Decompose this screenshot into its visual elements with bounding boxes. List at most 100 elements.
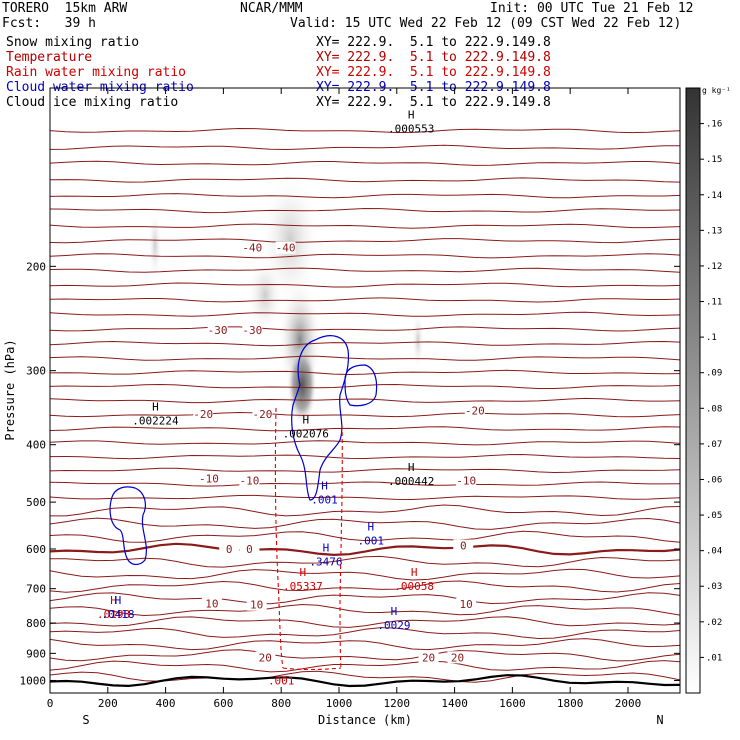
colorbar-unit: g kg⁻¹ <box>702 86 731 95</box>
isotherm-line <box>50 453 680 460</box>
maximum-value: .0029 <box>377 619 410 632</box>
maximum-value: .001 <box>311 494 338 507</box>
temp-label: 20 <box>451 651 464 664</box>
temp-label: 0 <box>460 540 467 553</box>
field-snow-label: Snow mixing ratio <box>6 35 140 50</box>
isotherm-line <box>50 177 680 183</box>
isotherm-line <box>50 649 680 662</box>
isotherm-line <box>50 467 680 474</box>
isotherm-line <box>50 223 680 229</box>
y-tick-label: 800 <box>26 617 46 630</box>
temp-label-bg <box>275 241 296 254</box>
temp-label: 0 <box>246 543 253 556</box>
isotherm-line <box>50 568 680 581</box>
colorbar-tick-label: .15 <box>706 155 722 165</box>
maximum-marker: H <box>300 566 307 579</box>
isotherm-line <box>50 311 680 317</box>
colorbar-tick-label: .08 <box>706 404 722 414</box>
cloud-water-contours <box>109 335 378 566</box>
maximum-value: .002076 <box>283 428 329 441</box>
temperature-labels: -40 -40-30 -30-20 -20 -20-10 -10 -100 0 010 10 102… <box>193 241 485 664</box>
isotherm-line <box>50 340 680 347</box>
isotherm-line <box>50 627 680 640</box>
maximum-marker: H <box>391 605 398 618</box>
field-temperature-xy: XY= 222.9. 5.1 to 222.9.149.8 <box>316 50 551 65</box>
y-tick-label: 700 <box>26 583 46 596</box>
colorbar: .01 .02 .03 .04 .05 .06 .07 .08 .09 .1 .11 .12 .13 .1… <box>685 87 722 694</box>
maximum-marker: H <box>323 542 330 555</box>
temp-label: -30 <box>208 324 228 337</box>
maximum-value: .0198 <box>97 608 130 621</box>
y-tick-label: 300 <box>26 365 46 378</box>
temp-label: -10 <box>456 475 476 488</box>
field-snow-xy: XY= 222.9. 5.1 to 222.9.149.8 <box>316 35 551 50</box>
colorbar-tick-label: .07 <box>706 440 722 450</box>
x-tick-label: 1400 <box>441 697 468 710</box>
maximum-value: .000442 <box>388 475 434 488</box>
temp-label: 10 <box>250 599 263 612</box>
colorbar-tick-label: .05 <box>706 511 722 521</box>
init-time: Init: 00 UTC Tue 21 Feb 12 <box>490 1 694 16</box>
isotherm-line <box>50 592 680 605</box>
isotherm-line <box>50 369 680 376</box>
temp-label-bg <box>198 472 219 485</box>
isotherm-line <box>50 267 680 273</box>
temp-label-bg <box>252 407 273 420</box>
y-tick-label: 900 <box>26 647 46 660</box>
field-cloud-ice-xy: XY= 222.9. 5.1 to 222.9.149.8 <box>316 95 551 110</box>
x-tick-label: 1800 <box>557 697 584 710</box>
x-tick-label: 1000 <box>326 697 353 710</box>
temp-label: 0 <box>226 543 233 556</box>
x-tick-label: 200 <box>98 697 118 710</box>
maxima-labels: H.002224 H.002076H.000442H.000553H.05337H… <box>97 108 434 687</box>
maximum-value: .002224 <box>132 414 179 427</box>
maximum-marker: H <box>411 566 418 579</box>
temp-label-bg <box>242 323 263 336</box>
isotherm-line <box>50 193 680 199</box>
colorbar-tick-label: .09 <box>706 369 722 379</box>
colorbar-tick-label: .02 <box>706 618 722 628</box>
colorbar-tick-label: .11 <box>706 298 722 308</box>
isotherm-line <box>50 580 680 593</box>
field-cloud-ice-label: Cloud ice mixing ratio <box>6 95 179 110</box>
x-tick-label: 1600 <box>499 697 526 710</box>
maximum-marker: H <box>321 480 328 493</box>
colorbar-tick-label: .04 <box>706 547 722 557</box>
x-tick-label: 400 <box>156 697 176 710</box>
isotherm-line <box>50 297 680 303</box>
temp-label: 10 <box>205 598 218 611</box>
temp-label-bg <box>193 407 214 420</box>
temp-label: -20 <box>193 408 213 421</box>
temp-label: -40 <box>276 242 296 255</box>
north-endpoint: N <box>656 713 663 727</box>
isotherm-line <box>50 127 680 134</box>
maximum-value: .001 <box>268 675 295 688</box>
model-title: TORERO 15km ARW <box>2 1 128 16</box>
temperature-contours <box>50 127 680 688</box>
y-axis-title: Pressure (hPa) <box>3 339 17 440</box>
isotherm-line <box>50 555 680 568</box>
rain-contours <box>274 407 343 671</box>
x-tick-label: 800 <box>271 697 291 710</box>
x-axis: 0 200 400 600 800 1000 1200 1400 1600 1800 2000 <box>47 88 642 710</box>
colorbar-tick-label: .12 <box>706 262 722 272</box>
y-tick-label: 600 <box>26 543 46 556</box>
temp-label: 20 <box>422 651 435 664</box>
isotherm-line <box>50 660 680 673</box>
colorbar-tick-label: .16 <box>706 120 722 130</box>
colorbar-tick-label: .01 <box>706 653 722 663</box>
x-tick-label: 2000 <box>615 697 642 710</box>
isotherm-line <box>50 397 680 404</box>
isotherm-line <box>50 638 680 651</box>
temp-label: -20 <box>252 408 272 421</box>
isotherm-line <box>50 616 680 628</box>
temp-label-bg <box>219 543 240 556</box>
x-tick-label: 0 <box>47 697 54 710</box>
isotherm-line <box>50 355 680 361</box>
maximum-marker: H <box>408 108 415 121</box>
temp-label-bg <box>207 323 228 336</box>
maximum-marker: H <box>152 400 159 413</box>
isotherm-line <box>50 282 680 288</box>
